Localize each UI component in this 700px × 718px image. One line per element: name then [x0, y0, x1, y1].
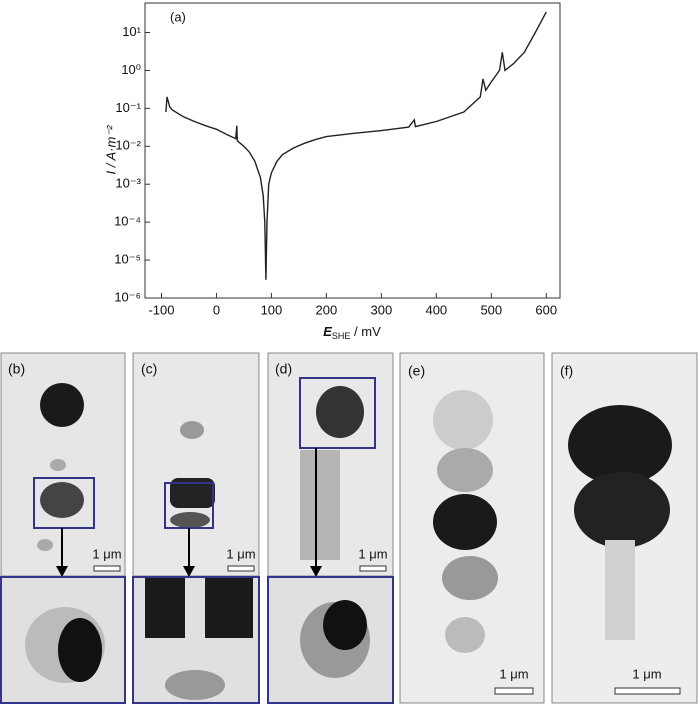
panel-d [267, 352, 394, 704]
scale-bar-label: 1 μm [92, 546, 121, 561]
y-tick-label: 10⁻¹ [115, 100, 141, 115]
panel-label: (c) [141, 361, 157, 377]
scale-bar-label: 1 μm [226, 546, 255, 561]
x-label-subscript: SHE [332, 331, 351, 341]
y-tick-label: 10⁻² [115, 138, 141, 153]
y-tick-label: 10⁻³ [115, 176, 141, 191]
panel-c [132, 352, 260, 704]
y-axis-label: I / A·m⁻² [103, 125, 118, 175]
x-label-unit: / mV [350, 324, 381, 339]
panel-label: (b) [8, 361, 25, 377]
panel-e [399, 352, 545, 704]
y-tick-label: 10⁰ [121, 62, 141, 77]
scale-bar-label: 1 μm [499, 666, 528, 681]
annotation: (a) [170, 9, 186, 24]
x-tick-label: 0 [213, 302, 220, 317]
panel-b [0, 352, 126, 704]
panel-label: (d) [275, 361, 292, 377]
y-tick-label: 10⁻⁴ [114, 214, 141, 229]
x-tick-label: 400 [425, 302, 447, 317]
panel-f [551, 352, 698, 704]
y-tick-label: 10¹ [122, 24, 141, 39]
scale-bar-label: 1 μm [358, 546, 387, 561]
x-tick-label: 300 [371, 302, 393, 317]
plot-frame [144, 2, 561, 299]
x-label-symbol: E [323, 324, 332, 339]
x-tick-label: 100 [261, 302, 283, 317]
scale-bar-label: 1 μm [632, 666, 661, 681]
panel-label: (e) [408, 363, 425, 379]
x-tick-label: 200 [316, 302, 338, 317]
y-tick-label: 10⁻⁶ [114, 289, 141, 304]
x-tick-label: 600 [535, 302, 557, 317]
x-tick-label: -100 [148, 302, 174, 317]
x-axis-label: ESHE / mV [323, 324, 381, 341]
curve [165, 11, 547, 280]
x-tick-label: 500 [480, 302, 502, 317]
panel-label: (f) [560, 363, 573, 379]
y-tick-label: 10⁻⁵ [114, 252, 141, 267]
